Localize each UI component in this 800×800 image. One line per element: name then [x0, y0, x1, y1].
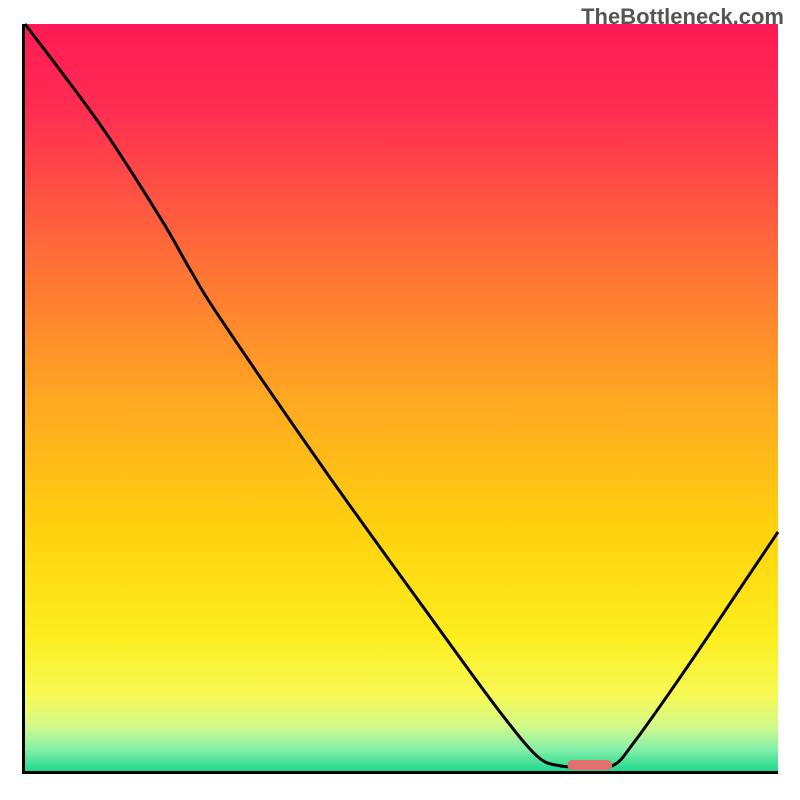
- curve-path: [25, 24, 778, 768]
- bottleneck-curve: [25, 24, 778, 771]
- plot-area: [22, 24, 778, 774]
- optimal-marker: [567, 760, 612, 770]
- watermark-text: TheBottleneck.com: [581, 4, 784, 30]
